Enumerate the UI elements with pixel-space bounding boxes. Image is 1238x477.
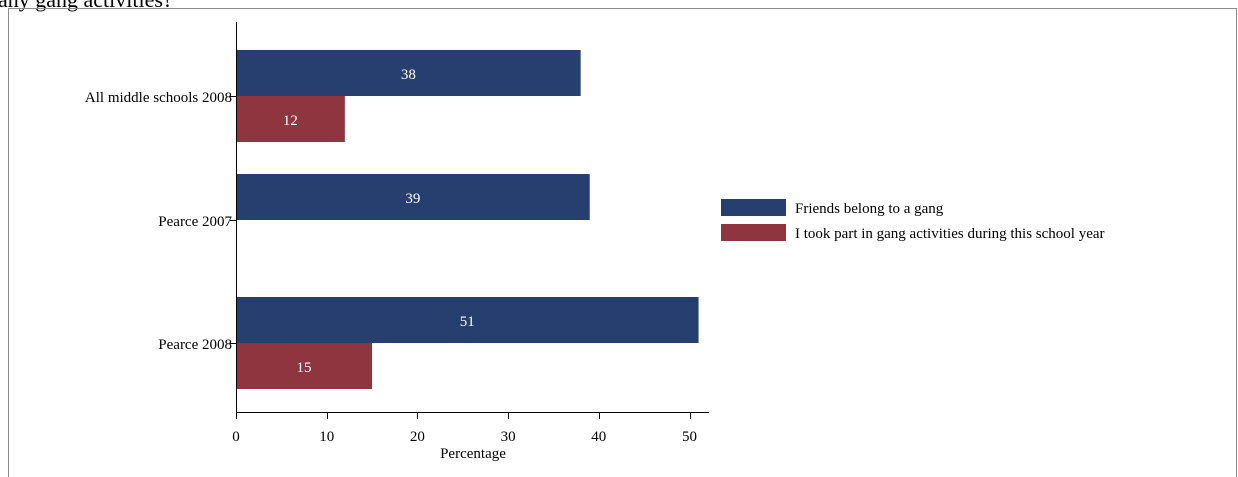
data-label-pearce-2008-series-1: 51	[460, 314, 475, 330]
bars-layer: 38 12 39 51 15	[236, 50, 699, 389]
legend: Friends belong to a gang I took part in g…	[721, 199, 1105, 242]
x-axis-title: Percentage	[440, 446, 506, 462]
chart-title-fragment: any gang activities?	[0, 0, 173, 13]
x-tick-label-0: 0	[232, 429, 240, 445]
y-tick-label-all-middle-schools-2008: All middle schools 2008	[85, 90, 232, 106]
y-labels-layer: All middle schools 2008 Pearce 2007 Pearce…	[85, 90, 236, 353]
data-label-all-middle-schools-2008-series-2: 12	[283, 113, 298, 129]
frame-top-border	[8, 8, 1236, 9]
y-tick-label-pearce-2008: Pearce 2008	[158, 337, 232, 353]
x-ticks-layer: 0 10 20 30 40 50	[232, 412, 697, 445]
legend-label-series-2: I took part in gang activities during th…	[795, 226, 1105, 242]
data-label-pearce-2007-series-1: 39	[405, 191, 420, 207]
frame-left-border	[8, 8, 9, 477]
x-tick-label-40: 40	[591, 429, 606, 445]
legend-swatch-series-2	[721, 224, 786, 241]
x-tick-label-50: 50	[682, 429, 697, 445]
data-label-pearce-2008-series-2: 15	[297, 360, 312, 376]
frame-right-border	[1236, 8, 1237, 477]
legend-swatch-series-1	[721, 199, 786, 216]
axes-layer	[236, 22, 709, 413]
data-label-all-middle-schools-2008-series-1: 38	[401, 67, 416, 83]
legend-label-series-1: Friends belong to a gang	[795, 201, 944, 217]
x-tick-label-10: 10	[319, 429, 334, 445]
bar-all-middle-schools-2008-series-2	[236, 96, 345, 142]
y-tick-label-pearce-2007: Pearce 2007	[158, 214, 232, 230]
bar-pearce-2008-series-1	[236, 297, 699, 343]
bar-all-middle-schools-2008-series-1	[236, 50, 581, 96]
x-tick-label-30: 30	[501, 429, 516, 445]
bar-pearce-2007-series-1	[236, 174, 590, 220]
bar-pearce-2008-series-2	[236, 343, 373, 389]
x-tick-label-20: 20	[410, 429, 425, 445]
